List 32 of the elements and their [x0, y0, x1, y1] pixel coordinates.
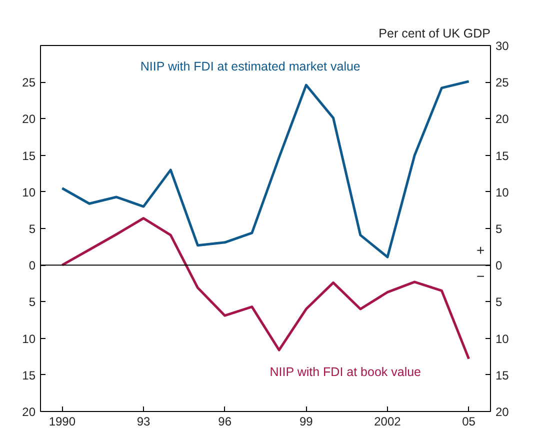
annotation: − [476, 268, 485, 284]
text: NIIP with FDI at estimated market value [140, 59, 360, 74]
y-tick-label: 15 [22, 148, 36, 163]
y-tick-label: 5 [28, 295, 36, 310]
y2-tick-label: 0 [496, 258, 502, 273]
y2-tick-label: 5 [496, 222, 502, 236]
y-tick-label: 20 [22, 112, 36, 126]
y-tick-label: 10 [22, 332, 36, 346]
x-tick-label: 99 [299, 414, 314, 428]
x-tick-label: 93 [136, 414, 151, 428]
y-tick-label: 25 [22, 76, 36, 90]
y-tick-label: 5 [28, 222, 36, 236]
y2-tick-label: 10 [496, 185, 510, 200]
y-tick-label: 0 [28, 258, 36, 273]
x-tick-label: 2002 [374, 414, 402, 428]
annotation: + [476, 242, 485, 258]
y-tick-label: 20 [22, 405, 36, 419]
y2-tick-label: 30 [496, 39, 510, 53]
y2-tick-label: 5 [496, 295, 502, 310]
y2-tick-label: 20 [496, 112, 510, 126]
x-tick-label: 05 [462, 414, 476, 428]
y2-tick-label: 20 [496, 405, 510, 419]
y2-axis-title: Per cent of UK GDP [378, 26, 491, 40]
y2-tick-label: 10 [496, 332, 510, 346]
y2-tick-label: 15 [496, 148, 510, 163]
series-label: NIIP with FDI at book value [270, 364, 422, 379]
y2-tick-label: 25 [496, 76, 510, 90]
y2-tick-label: 15 [496, 368, 510, 382]
y-tick-label: 15 [22, 368, 36, 382]
y-tick-label: 10 [22, 185, 36, 200]
x-tick-label: 96 [218, 414, 232, 428]
x-tick-label: 1990 [48, 414, 76, 428]
